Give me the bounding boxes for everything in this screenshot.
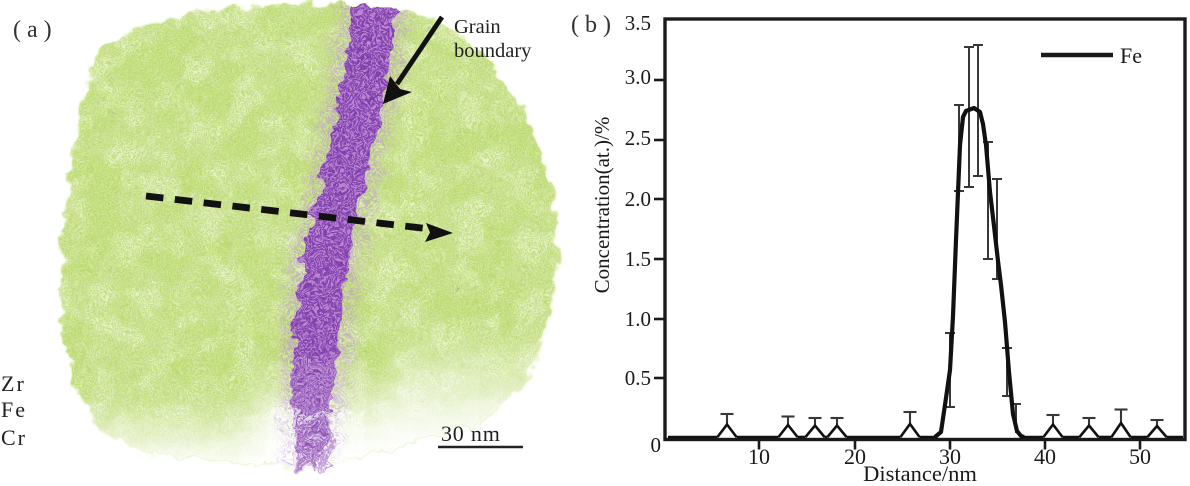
svg-text:Fe: Fe bbox=[1120, 43, 1142, 68]
svg-text:1.5: 1.5 bbox=[625, 247, 651, 271]
svg-text:Grain: Grain bbox=[454, 16, 501, 38]
svg-text:Zr: Zr bbox=[1, 371, 26, 396]
svg-text:Fe: Fe bbox=[1, 397, 27, 422]
svg-text:2.5: 2.5 bbox=[625, 126, 651, 150]
svg-text:50: 50 bbox=[1129, 444, 1151, 469]
svg-text:20: 20 bbox=[844, 444, 866, 469]
svg-text:3.0: 3.0 bbox=[625, 65, 651, 89]
svg-text:40: 40 bbox=[1034, 444, 1056, 469]
svg-text:30 nm: 30 nm bbox=[441, 421, 501, 446]
svg-text:2.0: 2.0 bbox=[625, 187, 651, 211]
svg-text:boundary: boundary bbox=[454, 40, 532, 62]
svg-text:0.5: 0.5 bbox=[625, 366, 651, 390]
svg-text:Concentration(at.)/%: Concentration(at.)/% bbox=[590, 117, 614, 294]
svg-text:10: 10 bbox=[748, 444, 770, 469]
svg-text:1.0: 1.0 bbox=[625, 307, 651, 331]
svg-text:0: 0 bbox=[651, 433, 662, 457]
svg-text:30: 30 bbox=[939, 444, 961, 469]
svg-text:Cr: Cr bbox=[1, 425, 27, 450]
svg-text:( a ): ( a ) bbox=[13, 17, 52, 43]
svg-text:3.5: 3.5 bbox=[625, 11, 651, 35]
svg-text:Distance/nm: Distance/nm bbox=[863, 461, 977, 486]
svg-text:( b ): ( b ) bbox=[571, 12, 611, 38]
